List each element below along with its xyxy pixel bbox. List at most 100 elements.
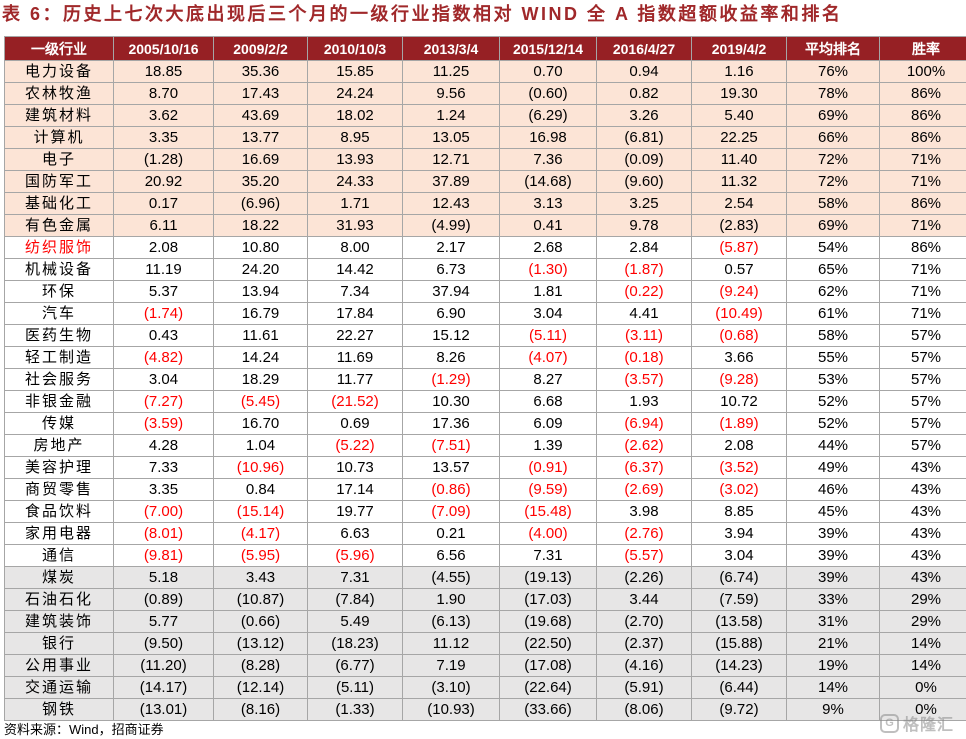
- industry-cell: 纺织服饰: [4, 236, 114, 259]
- column-header-date: 2005/10/16: [113, 36, 214, 61]
- win-rate-cell: 57%: [879, 412, 966, 435]
- value-cell: (1.74): [113, 302, 214, 325]
- value-cell: (5.96): [307, 544, 403, 567]
- win-rate-cell: 71%: [879, 302, 966, 325]
- value-cell: 0.43: [113, 324, 214, 347]
- industry-cell: 美容护理: [4, 456, 114, 479]
- avg-rank-cell: 52%: [786, 390, 880, 413]
- value-cell: 1.24: [402, 104, 500, 127]
- industry-cell: 钢铁: [4, 698, 114, 721]
- value-cell: (3.11): [596, 324, 692, 347]
- value-cell: (4.00): [499, 522, 597, 545]
- industry-cell: 非银金融: [4, 390, 114, 413]
- value-cell: (6.37): [596, 456, 692, 479]
- value-cell: 5.37: [113, 280, 214, 303]
- table-row: 钢铁 (13.01) (8.16) (1.33) (10.93) (33.66) (8.06…: [4, 698, 966, 721]
- value-cell: (7.00): [113, 500, 214, 523]
- value-cell: 6.56: [402, 544, 500, 567]
- value-cell: (9.24): [691, 280, 787, 303]
- value-cell: 16.70: [213, 412, 308, 435]
- win-rate-cell: 43%: [879, 456, 966, 479]
- value-cell: 0.69: [307, 412, 403, 435]
- value-cell: (4.99): [402, 214, 500, 237]
- win-rate-cell: 100%: [879, 60, 966, 83]
- win-rate-cell: 57%: [879, 346, 966, 369]
- table-row: 家用电器 (8.01) (4.17) 6.63 0.21 (4.00) (2.76) 3.94…: [4, 522, 966, 545]
- industry-cell: 环保: [4, 280, 114, 303]
- value-cell: 5.40: [691, 104, 787, 127]
- avg-rank-cell: 44%: [786, 434, 880, 457]
- value-cell: 11.69: [307, 346, 403, 369]
- value-cell: (9.28): [691, 368, 787, 391]
- value-cell: (7.51): [402, 434, 500, 457]
- table-row: 传媒 (3.59) 16.70 0.69 17.36 6.09 (6.94) (1.89) 52…: [4, 412, 966, 435]
- win-rate-cell: 0%: [879, 676, 966, 699]
- table-row: 纺织服饰 2.08 10.80 8.00 2.17 2.68 2.84 (5.87) 54% 86…: [4, 236, 966, 259]
- avg-rank-cell: 54%: [786, 236, 880, 259]
- value-cell: 7.34: [307, 280, 403, 303]
- win-rate-cell: 86%: [879, 126, 966, 149]
- table-title: 表 6：历史上七次大底出现后三个月的一级行业指数相对 WIND 全 A 指数超额…: [2, 4, 843, 24]
- value-cell: 13.57: [402, 456, 500, 479]
- value-cell: (3.10): [402, 676, 500, 699]
- watermark-text: 格隆汇: [903, 717, 955, 734]
- table-row: 食品饮料 (7.00) (15.14) 19.77 (7.09) (15.48) 3.98 8…: [4, 500, 966, 523]
- industry-cell: 传媒: [4, 412, 114, 435]
- value-cell: (6.74): [691, 566, 787, 589]
- value-cell: (7.59): [691, 588, 787, 611]
- value-cell: 3.35: [113, 478, 214, 501]
- avg-rank-cell: 53%: [786, 368, 880, 391]
- value-cell: 2.54: [691, 192, 787, 215]
- win-rate-cell: 71%: [879, 280, 966, 303]
- value-cell: 9.78: [596, 214, 692, 237]
- value-cell: 7.36: [499, 148, 597, 171]
- value-cell: 22.27: [307, 324, 403, 347]
- win-rate-cell: 86%: [879, 82, 966, 105]
- win-rate-cell: 29%: [879, 610, 966, 633]
- value-cell: 2.84: [596, 236, 692, 259]
- value-cell: (9.81): [113, 544, 214, 567]
- industry-cell: 房地产: [4, 434, 114, 457]
- value-cell: 15.12: [402, 324, 500, 347]
- value-cell: 14.24: [213, 346, 308, 369]
- value-cell: 0.21: [402, 522, 500, 545]
- avg-rank-cell: 62%: [786, 280, 880, 303]
- value-cell: (17.08): [499, 654, 597, 677]
- value-cell: 0.94: [596, 60, 692, 83]
- value-cell: 7.19: [402, 654, 500, 677]
- value-cell: (9.59): [499, 478, 597, 501]
- win-rate-cell: 71%: [879, 170, 966, 193]
- avg-rank-cell: 69%: [786, 104, 880, 127]
- value-cell: (0.68): [691, 324, 787, 347]
- value-cell: 3.13: [499, 192, 597, 215]
- win-rate-cell: 86%: [879, 104, 966, 127]
- value-cell: (8.16): [213, 698, 308, 721]
- table-row: 石油石化 (0.89) (10.87) (7.84) 1.90 (17.03) 3.44 (7…: [4, 588, 966, 611]
- value-cell: (15.48): [499, 500, 597, 523]
- value-cell: 35.20: [213, 170, 308, 193]
- value-cell: (1.29): [402, 368, 500, 391]
- value-cell: 2.68: [499, 236, 597, 259]
- value-cell: (8.28): [213, 654, 308, 677]
- win-rate-cell: 71%: [879, 258, 966, 281]
- industry-cell: 轻工制造: [4, 346, 114, 369]
- value-cell: 1.71: [307, 192, 403, 215]
- avg-rank-cell: 49%: [786, 456, 880, 479]
- value-cell: (1.28): [113, 148, 214, 171]
- avg-rank-cell: 69%: [786, 214, 880, 237]
- value-cell: 12.43: [402, 192, 500, 215]
- value-cell: 6.73: [402, 258, 500, 281]
- table-row: 房地产 4.28 1.04 (5.22) (7.51) 1.39 (2.62) 2.08 44%…: [4, 434, 966, 457]
- value-cell: 11.61: [213, 324, 308, 347]
- value-cell: (3.52): [691, 456, 787, 479]
- table-row: 商贸零售 3.35 0.84 17.14 (0.86) (9.59) (2.69) (3.02…: [4, 478, 966, 501]
- win-rate-cell: 57%: [879, 324, 966, 347]
- value-cell: (6.94): [596, 412, 692, 435]
- win-rate-cell: 57%: [879, 434, 966, 457]
- value-cell: (4.17): [213, 522, 308, 545]
- avg-rank-cell: 33%: [786, 588, 880, 611]
- value-cell: (5.45): [213, 390, 308, 413]
- table-head: 一级行业 2005/10/16 2009/2/2 2010/10/3 2013/…: [4, 36, 966, 61]
- avg-rank-cell: 45%: [786, 500, 880, 523]
- table-row: 基础化工 0.17 (6.96) 1.71 12.43 3.13 3.25 2.54 58% 86…: [4, 192, 966, 215]
